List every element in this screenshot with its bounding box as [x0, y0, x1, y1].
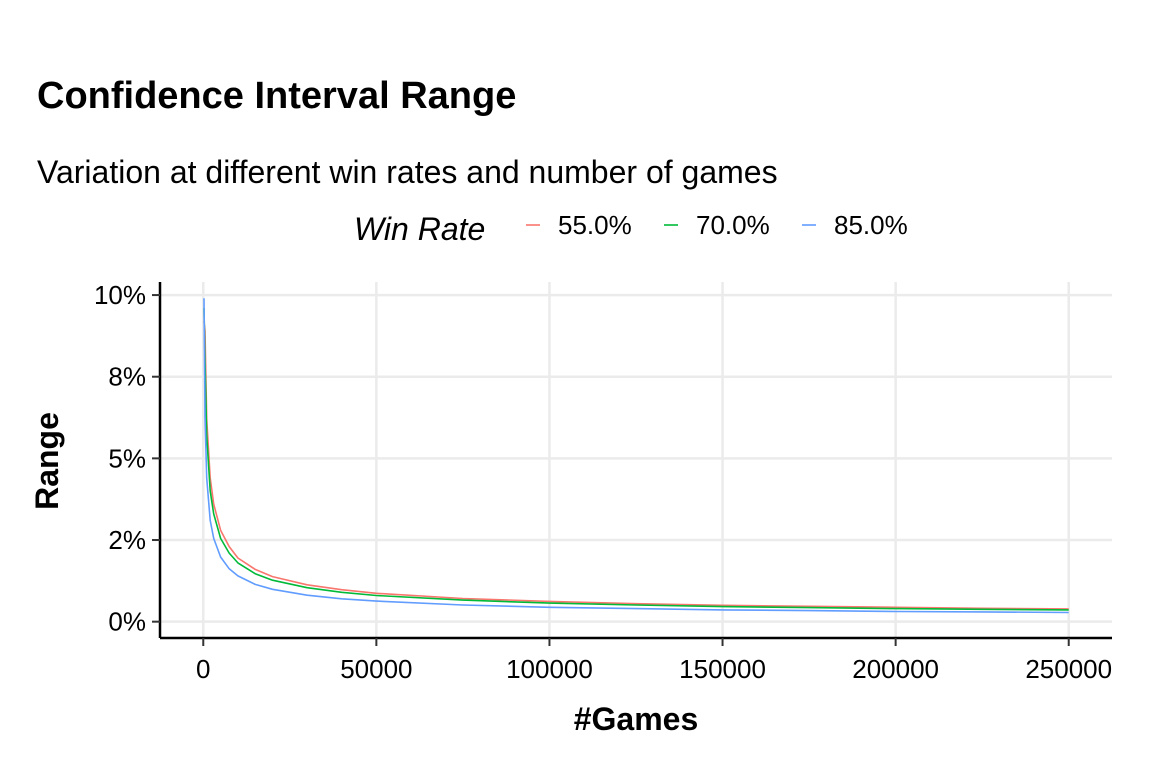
y-tick-label: 8% — [108, 362, 146, 392]
grid-lines — [160, 282, 1112, 638]
y-tick-label: 0% — [108, 607, 146, 637]
x-tick-label: 250000 — [1025, 654, 1112, 684]
series-line-700 — [203, 308, 1069, 611]
series-layer — [203, 298, 1069, 614]
legend: Win Rate 55.0% 70.0% 85.0% — [354, 210, 908, 247]
y-axis-title: Range — [29, 412, 65, 510]
y-tick-label: 10% — [94, 280, 146, 310]
legend-label: 70.0% — [696, 210, 770, 240]
x-tick-label: 200000 — [852, 654, 939, 684]
x-tick-label: 150000 — [679, 654, 766, 684]
axes: 0 50000 100000 150000 200000 250000 0% 2% 5% 8% 10… — [94, 280, 1112, 684]
y-tick-label: 5% — [108, 443, 146, 473]
legend-label: 85.0% — [834, 210, 908, 240]
x-tick-label: 100000 — [506, 654, 593, 684]
chart-subtitle: Variation at different win rates and num… — [37, 154, 778, 190]
y-tick-label: 2% — [108, 525, 146, 555]
chart-title: Confidence Interval Range — [37, 75, 516, 117]
legend-title: Win Rate — [354, 211, 485, 247]
x-tick-label: 50000 — [340, 654, 412, 684]
x-axis-title: #Games — [574, 701, 699, 737]
series-line-850 — [203, 298, 1069, 614]
series-line-550 — [203, 321, 1069, 610]
legend-label: 55.0% — [558, 210, 632, 240]
x-tick-label: 0 — [196, 654, 210, 684]
